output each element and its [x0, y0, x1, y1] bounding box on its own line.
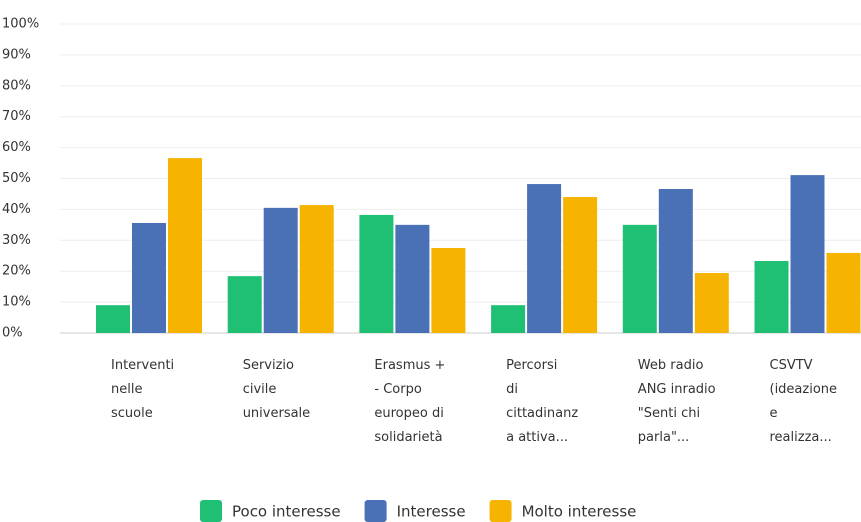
x-tick-line: nelle	[111, 382, 142, 397]
bar	[491, 305, 526, 333]
bar	[132, 222, 166, 333]
x-tick-line: Percorsi	[506, 358, 557, 373]
bar	[826, 252, 861, 333]
y-tick-label: 80%	[2, 78, 31, 93]
x-tick-line: Erasmus +	[374, 358, 445, 373]
x-tick-line: - Corpo	[374, 382, 421, 397]
x-tick-line: e	[770, 406, 778, 421]
x-tick-label: CSVTV (ideazione e realizza...	[770, 358, 838, 445]
bar	[227, 276, 262, 333]
legend-swatch	[489, 500, 512, 522]
x-tick-label: Web radio ANG inradio "Senti chi parla"...	[638, 358, 716, 445]
y-tick-label: 0%	[2, 326, 23, 341]
y-tick-label: 30%	[2, 233, 31, 248]
x-tick-label: Percorsi di cittadinanz a attiva...	[506, 358, 578, 445]
legend-label: Poco interesse	[232, 503, 341, 521]
y-tick-label: 60%	[2, 140, 31, 155]
x-tick-line: cittadinanz	[506, 406, 578, 421]
x-tick-line: realizza...	[770, 430, 832, 445]
x-tick-line: di	[506, 382, 518, 397]
bar	[96, 305, 130, 333]
y-tick-label: 40%	[2, 202, 31, 217]
legend-swatch	[364, 500, 387, 522]
bar	[694, 273, 729, 333]
legend-label: Interesse	[397, 503, 466, 521]
x-tick-line: (ideazione	[770, 382, 838, 397]
x-tick-line: universale	[243, 406, 310, 421]
bar	[622, 224, 657, 333]
x-tick-line: CSVTV	[770, 358, 813, 373]
x-tick-label: Interventi nelle scuole	[111, 358, 174, 421]
bar	[790, 175, 825, 333]
y-tick-label: 70%	[2, 109, 31, 124]
x-tick-line: Servizio	[243, 358, 294, 373]
x-tick-line: scuole	[111, 406, 153, 421]
x-tick-line: europeo di	[374, 406, 443, 421]
y-tick-label: 10%	[2, 295, 31, 310]
y-tick-label: 20%	[2, 264, 31, 279]
x-tick-line: Web radio	[638, 358, 704, 373]
bar	[168, 158, 202, 333]
x-tick-line: solidarietà	[374, 430, 442, 445]
x-tick-line: civile	[243, 382, 277, 397]
bar	[658, 189, 693, 333]
x-tick-line: ANG inradio	[638, 382, 716, 397]
y-tick-label: 50%	[2, 171, 31, 186]
bar	[395, 224, 430, 333]
legend-label: Molto interesse	[522, 503, 637, 521]
bar	[299, 205, 334, 333]
x-tick-line: parla"...	[638, 430, 690, 445]
x-tick-line: Interventi	[111, 358, 174, 373]
x-tick-label: Erasmus + - Corpo europeo di solidarietà	[374, 358, 445, 445]
x-tick-label: Servizio civile universale	[243, 358, 310, 421]
y-tick-label: 100%	[2, 17, 39, 32]
bar	[563, 197, 598, 333]
bar	[431, 248, 466, 333]
x-tick-line: "Senti chi	[638, 406, 700, 421]
bar	[754, 261, 789, 333]
bar	[359, 214, 394, 333]
bar	[527, 184, 562, 333]
x-tick-line: a attiva...	[506, 430, 568, 445]
bar	[263, 207, 298, 333]
y-tick-label: 90%	[2, 47, 31, 62]
legend-swatch	[200, 500, 222, 522]
